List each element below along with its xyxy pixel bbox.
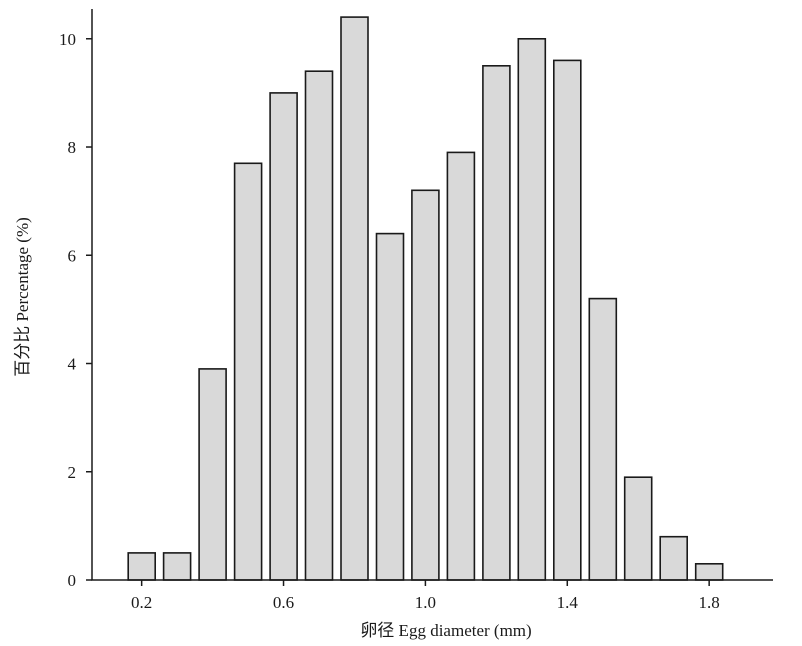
bar-0.4 (198, 368, 227, 581)
x-tick-label: 0.2 (131, 593, 152, 612)
bar-0.7 (304, 70, 334, 581)
bar-0.8 (340, 16, 369, 581)
bar-0.2 (127, 552, 156, 581)
bar-1.8 (694, 562, 724, 581)
y-tick-label: 8 (68, 138, 77, 157)
bar-1.5 (588, 297, 618, 581)
bar-1.4 (552, 59, 582, 581)
bar-1.2 (482, 65, 511, 581)
y-tick-label: 4 (68, 355, 77, 374)
x-tick-label: 1.4 (557, 593, 579, 612)
x-axis-label: 卵径 Egg diameter (mm) (360, 621, 531, 640)
x-tick-label: 0.6 (273, 593, 294, 612)
bar-1.7 (659, 535, 689, 581)
y-tick-label: 6 (68, 246, 77, 265)
bar-1.1 (446, 151, 476, 581)
y-tick-label: 2 (68, 463, 77, 482)
y-ticks: 0 2 4 6 8 10 (59, 30, 92, 590)
y-axis-label: 百分比 Percentage (%) (13, 217, 32, 377)
bar-1.3 (517, 37, 547, 581)
y-tick-label: 10 (59, 30, 76, 49)
bars (127, 16, 724, 581)
bar-0.6 (269, 92, 298, 581)
x-ticks: 0.2 0.6 1.0 1.4 1.8 (131, 580, 720, 612)
bar-1.6 (623, 476, 653, 581)
x-tick-label: 1.0 (415, 593, 436, 612)
bar-0.5 (233, 162, 263, 581)
y-tick-label: 0 (68, 571, 77, 590)
bar-0.3 (162, 552, 192, 581)
bar-0.9 (375, 232, 405, 581)
x-tick-label: 1.8 (699, 593, 720, 612)
bar-1.0 (411, 189, 440, 581)
